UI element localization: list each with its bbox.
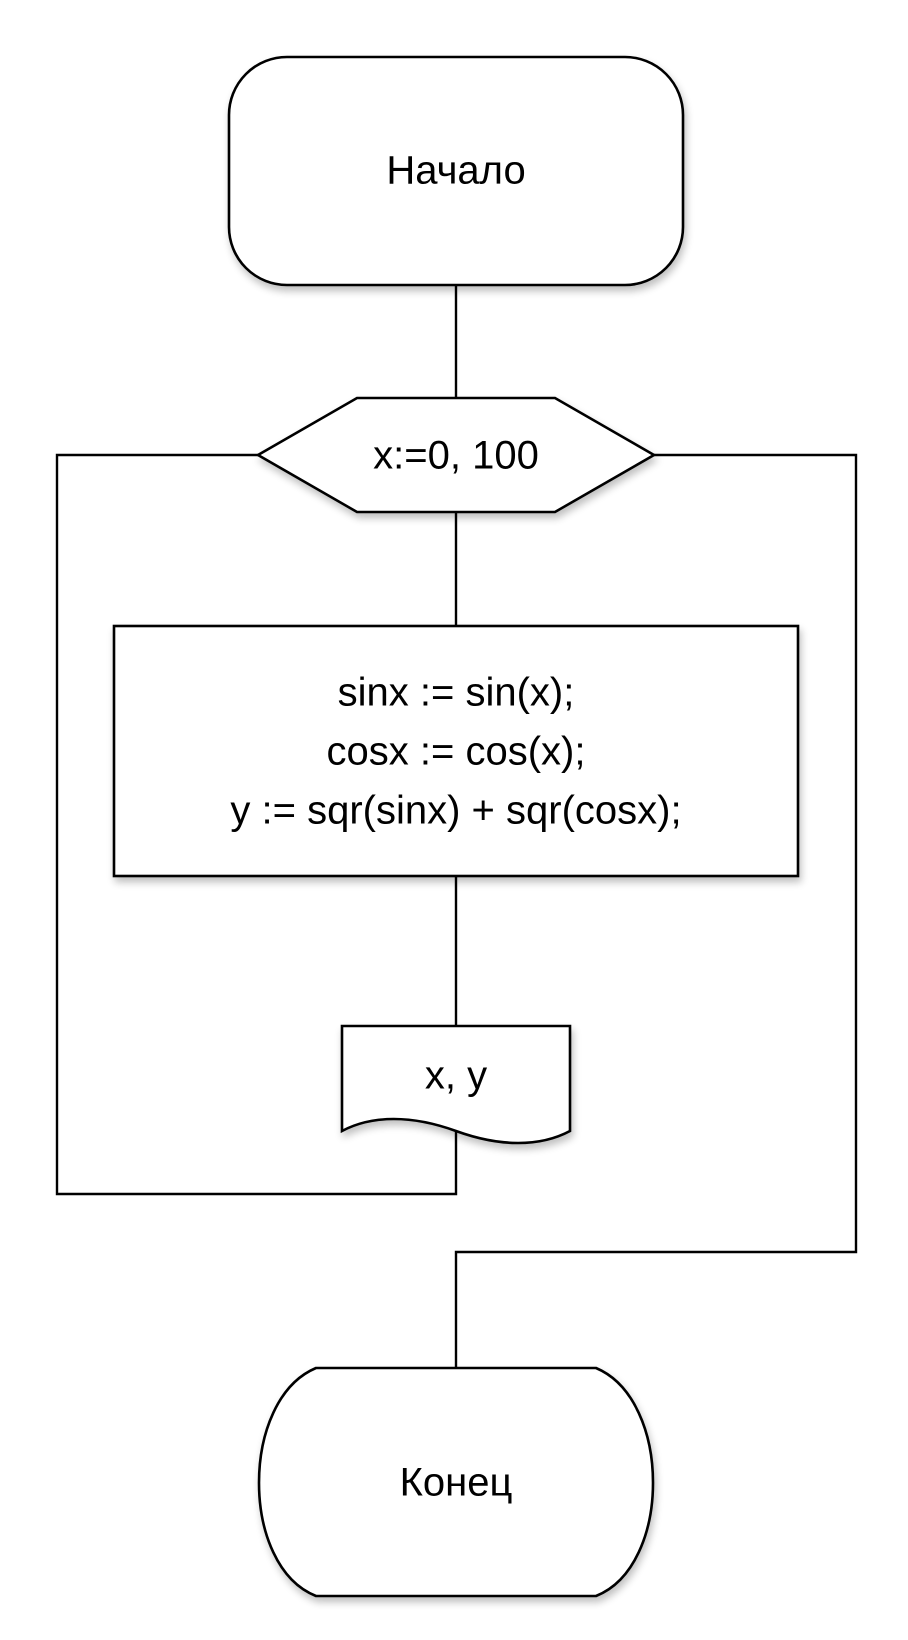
connector-loop-exit	[454, 453, 858, 1368]
start-terminator: Начало	[227, 55, 685, 287]
output-label: x, y	[425, 1054, 487, 1098]
process-block: sinx := sin(x); cosx := cos(x); y := sqr…	[112, 624, 800, 878]
end-shape	[257, 1366, 655, 1598]
process-line-2: cosx := cos(x);	[327, 730, 586, 774]
loop-block: x:=0, 100	[255, 396, 657, 514]
process-line-1: sinx := sin(x);	[338, 671, 575, 715]
output-block: x, y	[340, 1024, 572, 1145]
loop-shape	[255, 396, 657, 514]
loop-label: x:=0, 100	[373, 434, 539, 478]
connectors	[55, 285, 858, 1368]
end-label: Конец	[400, 1461, 513, 1505]
output-shape	[340, 1024, 572, 1145]
process-line-3: y := sqr(sinx) + sqr(cosx);	[230, 789, 681, 833]
start-shape	[227, 55, 685, 287]
connector-loop-back	[55, 453, 458, 1196]
end-terminator: Конец	[257, 1366, 655, 1598]
process-shape	[112, 624, 800, 878]
start-label: Начало	[386, 149, 525, 193]
